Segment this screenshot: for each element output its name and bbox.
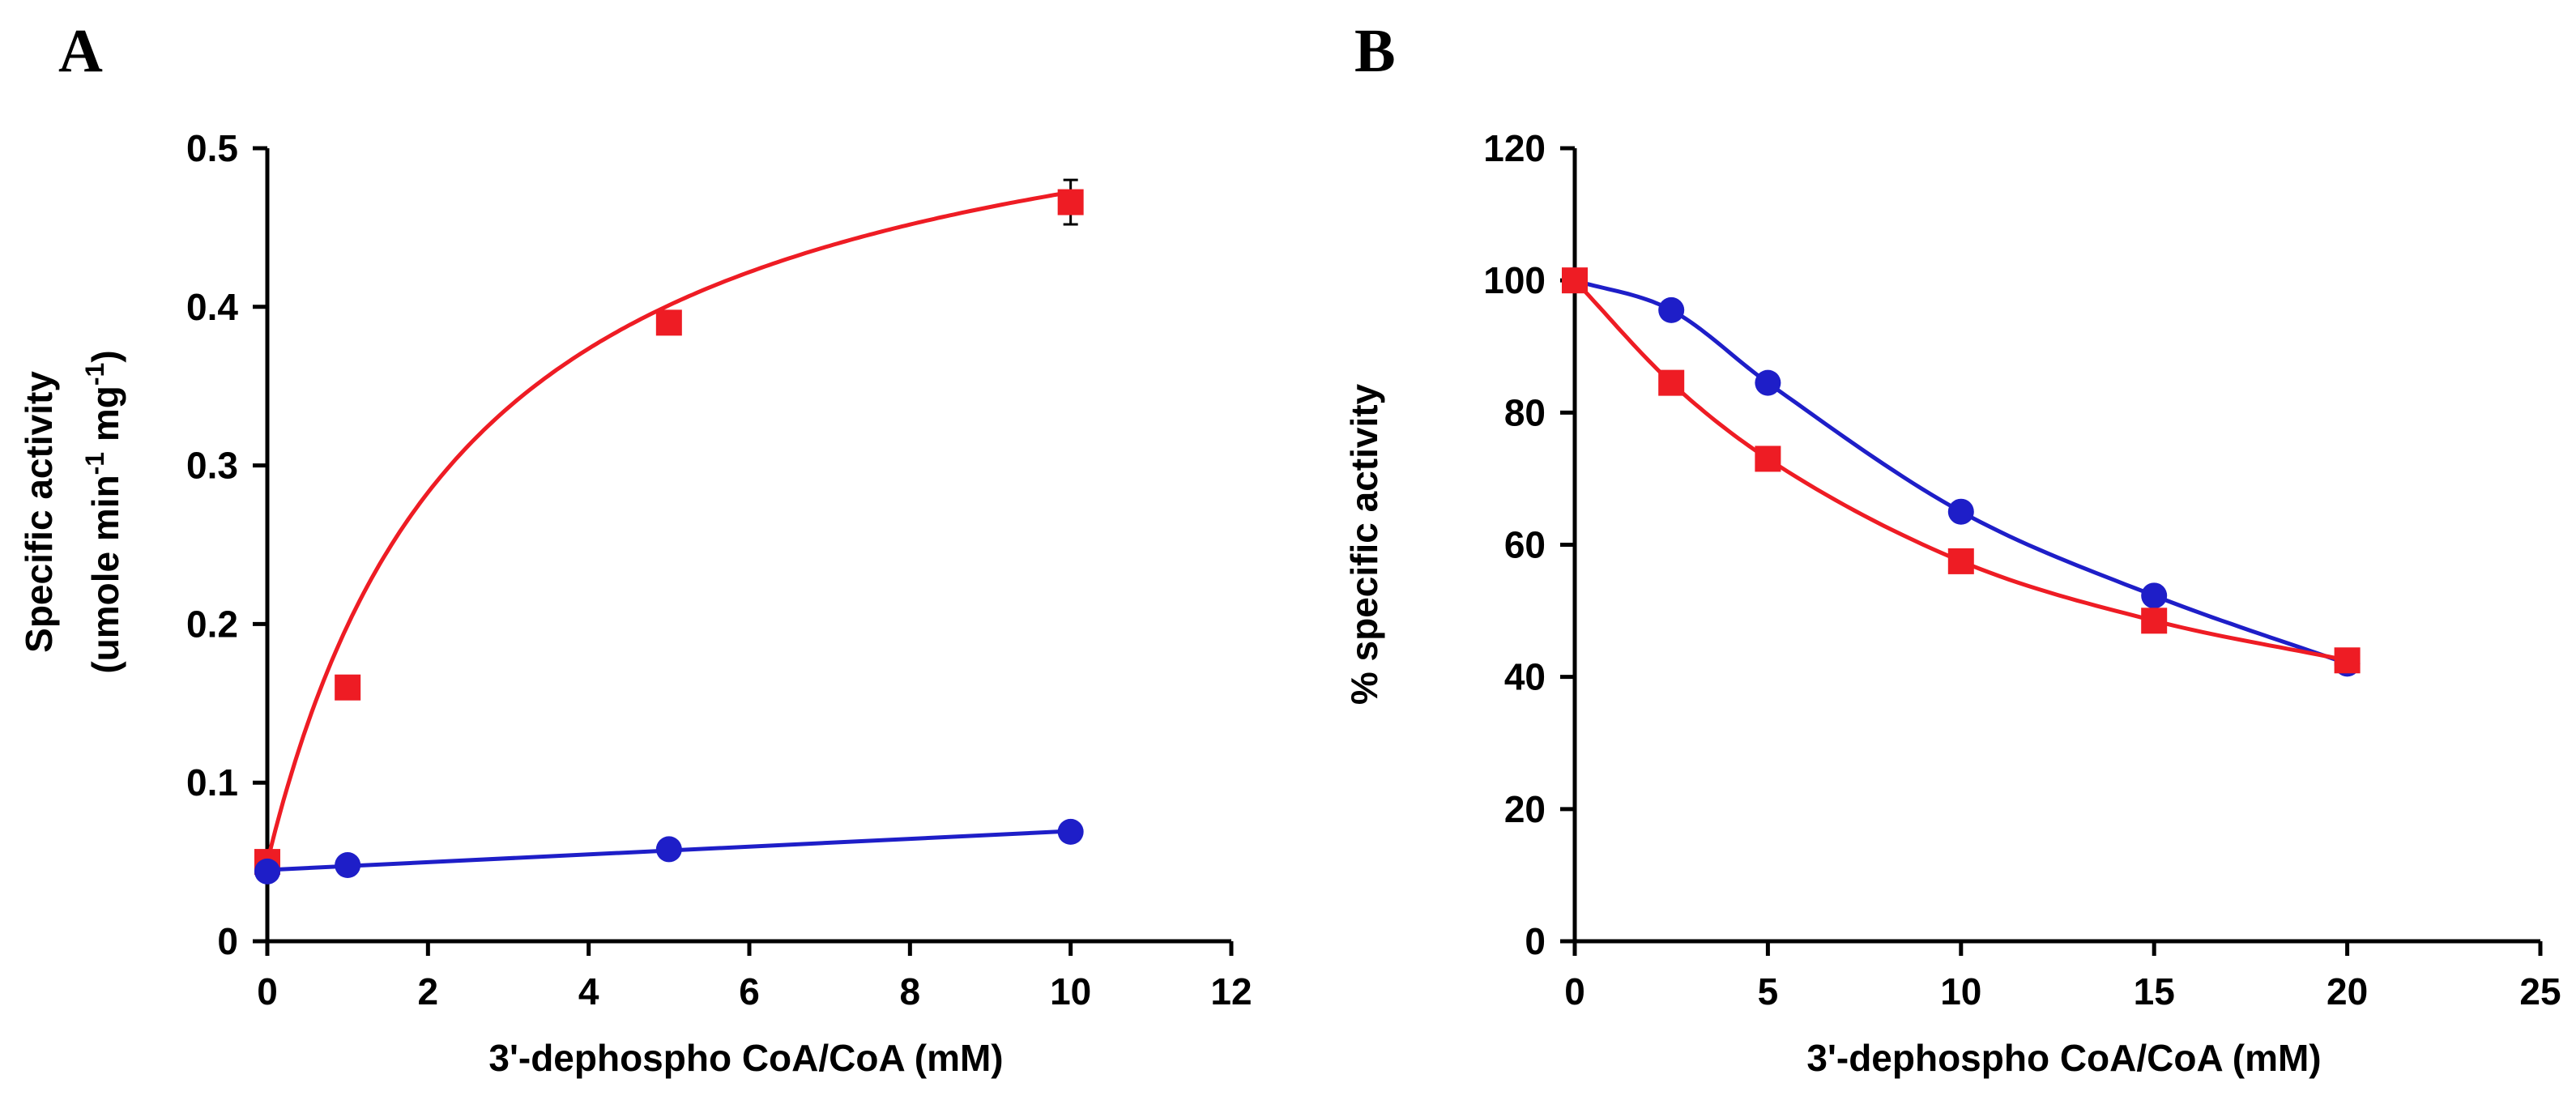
panel-a-letter: A — [58, 17, 103, 85]
panel-b-letter: B — [1354, 17, 1396, 85]
ylabel-sup-1: -1 — [80, 452, 109, 475]
data-point-circle — [1658, 296, 1685, 323]
panel-b-y-ticks: 0 20 40 60 80 100 120 — [1483, 127, 1575, 962]
ylabel-part-3: ) — [84, 350, 126, 362]
x-tick-label: 5 — [1758, 970, 1779, 1013]
data-point-circle — [1057, 818, 1084, 845]
y-tick-label: 0 — [1525, 920, 1546, 962]
data-point-square — [2141, 608, 2168, 634]
x-tick-label: 4 — [578, 970, 599, 1013]
data-point-square — [1057, 189, 1084, 215]
x-tick-label: 6 — [739, 970, 760, 1013]
series-red-squares — [254, 178, 1084, 876]
x-tick-label: 10 — [1050, 970, 1091, 1013]
y-tick-label: 100 — [1483, 259, 1546, 301]
panel-b-y-axis-label: % specific activity — [1343, 383, 1385, 705]
y-tick-label: 20 — [1504, 788, 1546, 830]
series-blue-circles — [254, 818, 1084, 885]
panel-b: B 0 5 10 15 20 25 0 20 40 60 80 100 120 3'-dephosph… — [1343, 17, 2561, 1079]
x-tick-label: 2 — [418, 970, 439, 1013]
panel-a-y-ticks: 0 0.1 0.2 0.3 0.4 0.5 — [186, 127, 267, 962]
panel-b-axes: 0 5 10 15 20 25 0 20 40 60 80 100 120 — [1483, 127, 2561, 1013]
data-point-square — [1658, 369, 1685, 396]
fit-line-blue-circles — [1574, 278, 2348, 666]
data-point-circle — [1947, 498, 1974, 525]
data-point-circle — [335, 852, 361, 879]
y-tick-label: 0.4 — [186, 286, 238, 328]
panel-b-series — [1562, 267, 2361, 677]
data-point-square — [1947, 548, 1974, 574]
y-tick-label: 120 — [1483, 127, 1546, 169]
ylabel-part-2: mg — [84, 386, 126, 452]
y-tick-label: 0.3 — [186, 445, 238, 487]
data-point-circle — [2141, 582, 2168, 609]
panel-a: A 0 2 4 6 8 10 12 0 0.1 0.2 0.3 0.4 0.5 3'-dephosph… — [18, 17, 1252, 1079]
data-point-square — [655, 309, 682, 336]
panel-a-axes: 0 2 4 6 8 10 12 0 0.1 0.2 0.3 0.4 0.5 — [186, 127, 1252, 1013]
y-tick-label: 60 — [1504, 524, 1546, 566]
data-point-square — [2334, 647, 2361, 674]
data-point-circle — [655, 836, 682, 863]
series-red-squares — [1562, 267, 2361, 674]
data-point-circle — [254, 858, 280, 885]
y-tick-label: 40 — [1504, 656, 1546, 698]
panel-a-series — [254, 178, 1084, 885]
y-tick-label: 0.2 — [186, 603, 238, 645]
panel-a-y-axis-label-line1: Specific activity — [18, 371, 60, 653]
data-point-square — [335, 674, 361, 701]
data-point-square — [1755, 446, 1781, 472]
x-tick-label: 0 — [1564, 970, 1585, 1013]
fit-line-red-squares — [265, 190, 1072, 863]
panel-a-x-axis-label: 3'-dephospho CoA/CoA (mM) — [488, 1037, 1003, 1079]
panel-b-x-axis-label: 3'-dephospho CoA/CoA (mM) — [1806, 1037, 2321, 1079]
ylabel-sup-2: -1 — [80, 363, 109, 386]
x-tick-label: 20 — [2327, 970, 2368, 1013]
panel-a-x-ticks: 0 2 4 6 8 10 12 — [257, 941, 1252, 1013]
data-point-square — [1562, 267, 1588, 294]
x-tick-label: 25 — [2519, 970, 2561, 1013]
x-tick-label: 15 — [2134, 970, 2175, 1013]
x-tick-label: 8 — [900, 970, 921, 1013]
fit-line-red-squares — [1573, 279, 2348, 663]
ylabel-part-1: (umole min — [84, 475, 126, 673]
y-tick-label: 0.5 — [186, 127, 238, 169]
x-tick-label: 0 — [257, 970, 278, 1013]
panel-b-x-ticks: 0 5 10 15 20 25 — [1564, 941, 2561, 1013]
x-tick-label: 12 — [1210, 970, 1252, 1013]
x-tick-label: 10 — [1940, 970, 1981, 1013]
y-tick-label: 80 — [1504, 391, 1546, 433]
y-tick-label: 0 — [217, 920, 238, 962]
y-tick-label: 0.1 — [186, 761, 238, 804]
series-blue-circles — [1562, 267, 2361, 677]
panel-a-y-axis-label-line2: (umole min-1 mg-1) — [80, 350, 126, 673]
data-point-circle — [1755, 369, 1781, 396]
